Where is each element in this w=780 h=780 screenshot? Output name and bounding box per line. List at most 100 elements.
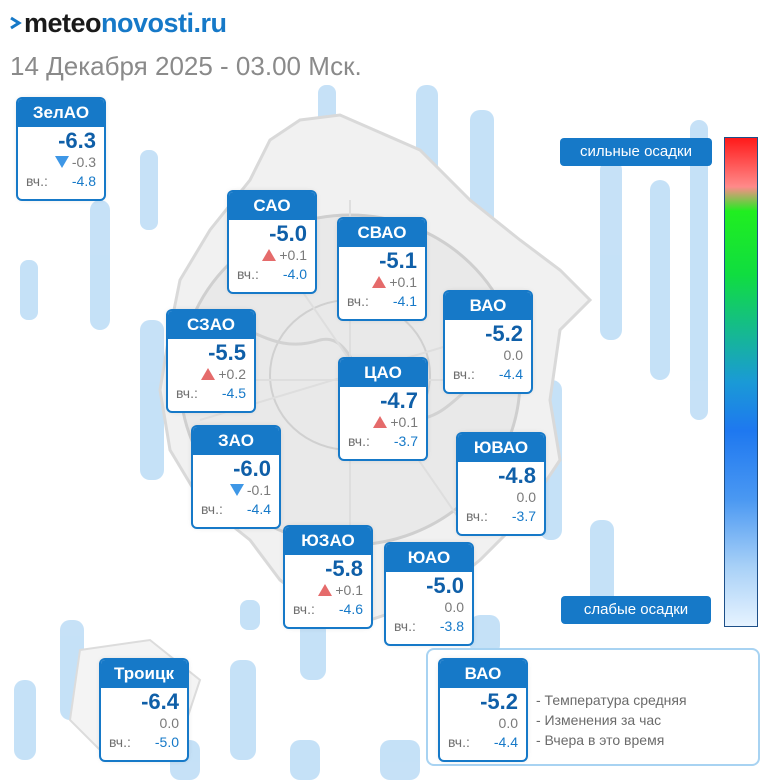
avg-temperature: -5.0: [269, 221, 307, 246]
yesterday-label: вч.:: [201, 501, 223, 517]
avg-temperature: -4.8: [498, 463, 536, 488]
district-name: СЗАО: [168, 311, 254, 339]
hourly-change-value: 0.0: [516, 489, 536, 505]
district-card-cao[interactable]: ЦАО -4.7 +0.1 вч.: -3.7: [340, 359, 426, 459]
district-card-yuvao[interactable]: ЮВАО -4.8 0.0 вч.: -3.7: [458, 434, 544, 534]
district-name: СВАО: [339, 219, 425, 247]
avg-temperature: -4.7: [380, 388, 418, 413]
district-name: Троицк: [101, 660, 187, 688]
hourly-change-value: +0.1: [279, 247, 307, 263]
district-card-troitsk[interactable]: Троицк -6.4 0.0 вч.: -5.0: [101, 660, 187, 760]
legend-line-temperature: - Температура средняя: [536, 692, 687, 708]
hourly-change: 0.0: [445, 599, 464, 615]
precipitation-scale-bar: [724, 137, 758, 627]
yesterday-temperature: -3.7: [393, 433, 418, 449]
fall-arrow-icon: [54, 156, 69, 168]
legend-lines: - Температура средняя - Изменения за час…: [536, 690, 687, 750]
district-card-vao[interactable]: ВАО -5.2 0.0 вч.: -4.4: [445, 292, 531, 392]
district-card-svao[interactable]: СВАО -5.1 +0.1 вч.: -4.1: [339, 219, 425, 319]
district-name: ЗАО: [193, 427, 279, 455]
yesterday-label: вч.:: [26, 173, 48, 189]
hourly-change: +0.1: [373, 414, 418, 430]
hourly-change: -0.3: [54, 154, 96, 170]
avg-temperature: -5.0: [426, 573, 464, 598]
logo-chevron-icon: [10, 16, 22, 30]
hourly-change-value: -0.1: [246, 482, 271, 498]
yesterday-row: вч.: -4.5: [176, 385, 246, 401]
yesterday-label: вч.:: [176, 385, 198, 401]
hourly-change-value: 0.0: [444, 599, 464, 615]
legend-line-change: - Изменения за час: [536, 712, 662, 728]
district-card-szao[interactable]: СЗАО -5.5 +0.2 вч.: -4.5: [168, 311, 254, 411]
district-name: ЮАО: [386, 544, 472, 572]
page-subtitle: 14 Декабря 2025 - 03.00 Мск.: [10, 51, 362, 81]
hourly-change: 0.0: [504, 347, 523, 363]
legend-sample-card: ВАО -5.2 0.0 вч.: -4.4: [440, 660, 526, 760]
yesterday-temperature: -4.4: [498, 366, 523, 382]
yesterday-row: вч.: -4.4: [453, 366, 523, 382]
yesterday-temperature: -4.8: [71, 173, 96, 189]
hourly-change: +0.1: [372, 274, 417, 290]
yesterday-label: вч.:: [348, 433, 370, 449]
yesterday-row: вч.: -5.0: [109, 734, 179, 750]
yesterday-label: вч.:: [453, 366, 475, 382]
hourly-change-value: +0.2: [218, 366, 246, 382]
scale-label-light: слабые осадки: [561, 596, 711, 624]
district-card-yuao[interactable]: ЮАО -5.0 0.0 вч.: -3.8: [386, 544, 472, 644]
yesterday-label: вч.:: [448, 734, 470, 750]
district-name: ЮВАО: [458, 434, 544, 462]
hourly-change-value: -0.3: [71, 154, 96, 170]
logo-text-meteo: meteo: [24, 8, 102, 38]
legend-line-yesterday: - Вчера в это время: [536, 732, 665, 748]
yesterday-temperature: -4.1: [392, 293, 417, 309]
scale-label-heavy: сильные осадки: [560, 138, 712, 166]
district-card-sao[interactable]: САО -5.0 +0.1 вч.: -4.0: [229, 192, 315, 292]
site-logo[interactable]: meteo novosti.ru: [10, 8, 227, 38]
legend-box: ВАО -5.2 0.0 вч.: -4.4 - Температура средняя…: [426, 648, 760, 766]
yesterday-temperature: -4.0: [282, 266, 307, 282]
hourly-change: -0.1: [229, 482, 271, 498]
hourly-change: +0.1: [318, 582, 363, 598]
district-card-zao[interactable]: ЗАО -6.0 -0.1 вч.: -4.4: [193, 427, 279, 527]
yesterday-row: вч.: -3.7: [348, 433, 418, 449]
hourly-change-value: 0.0: [159, 715, 179, 731]
rise-arrow-icon: [373, 416, 388, 428]
district-name: САО: [229, 192, 315, 220]
hourly-change: 0.0: [499, 715, 518, 731]
yesterday-temperature: -4.6: [338, 601, 363, 617]
rise-arrow-icon: [318, 584, 333, 596]
district-name: ВАО: [445, 292, 531, 320]
hourly-change: +0.2: [201, 366, 246, 382]
district-name: ЗелАО: [18, 99, 104, 127]
avg-temperature: -5.5: [208, 340, 246, 365]
hourly-change: +0.1: [262, 247, 307, 263]
avg-temperature: -5.8: [325, 556, 363, 581]
district-card-zelao[interactable]: ЗелАО -6.3 -0.3 вч.: -4.8: [18, 99, 104, 199]
yesterday-temperature: -4.5: [221, 385, 246, 401]
yesterday-label: вч.:: [109, 734, 131, 750]
yesterday-row: вч.: -4.0: [237, 266, 307, 282]
yesterday-row: вч.: -4.4: [448, 734, 518, 750]
yesterday-label: вч.:: [293, 601, 315, 617]
yesterday-temperature: -3.8: [439, 618, 464, 634]
hourly-change-value: +0.1: [389, 274, 417, 290]
hourly-change-value: 0.0: [498, 715, 518, 731]
yesterday-label: вч.:: [347, 293, 369, 309]
avg-temperature: -5.2: [485, 321, 523, 346]
yesterday-row: вч.: -4.4: [201, 501, 271, 517]
hourly-change: 0.0: [517, 489, 536, 505]
rise-arrow-icon: [372, 276, 387, 288]
hourly-change-value: +0.1: [390, 414, 418, 430]
yesterday-row: вч.: -3.7: [466, 508, 536, 524]
district-name: ЦАО: [340, 359, 426, 387]
avg-temperature: -5.1: [379, 248, 417, 273]
hourly-change-value: +0.1: [335, 582, 363, 598]
yesterday-row: вч.: -4.1: [347, 293, 417, 309]
district-card-yuzao[interactable]: ЮЗАО -5.8 +0.1 вч.: -4.6: [285, 527, 371, 627]
hourly-change-value: 0.0: [503, 347, 523, 363]
yesterday-temperature: -3.7: [511, 508, 536, 524]
rise-arrow-icon: [262, 249, 277, 261]
yesterday-row: вч.: -4.8: [26, 173, 96, 189]
district-name: ЮЗАО: [285, 527, 371, 555]
yesterday-label: вч.:: [394, 618, 416, 634]
